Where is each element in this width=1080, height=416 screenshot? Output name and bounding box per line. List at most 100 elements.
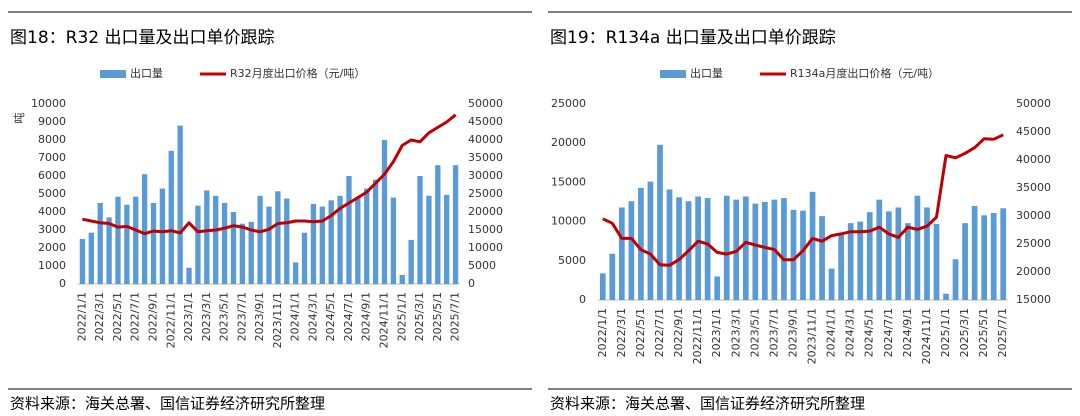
y-tick-label: 0 [579,293,586,306]
y2-tick-label: 50000 [468,97,503,110]
legend-label: R134a月度出口价格（元/吨） [790,66,939,80]
bar [857,221,864,300]
bar [752,203,759,300]
legend-swatch [100,70,126,78]
y2-tick-label: 40000 [1016,153,1051,166]
y2-tick-label: 5000 [468,259,496,272]
bar [809,191,816,300]
x-tick-label: 2023/3/1 [200,292,213,341]
y2-tick-label: 40000 [468,133,503,146]
x-tick-label: 2025/5/1 [977,308,990,357]
chart-title: 图19：R134a 出口量及出口单价跟踪 [550,28,836,48]
bar [364,188,370,284]
bar [381,140,388,284]
bar [819,216,825,300]
x-tick-label: 2025/1/1 [939,308,952,357]
bar [452,165,459,284]
source-note: 资料来源：海关总署、国信证券经济研究所整理 [550,395,865,413]
bar [204,190,210,284]
x-tick-label: 2024/3/1 [844,308,857,357]
bar [618,207,625,300]
bar [97,203,103,284]
y2-tick-label: 20000 [468,205,503,218]
bar [647,181,654,300]
bar [628,201,635,300]
bar [435,165,441,284]
legend-label: R32月度出口价格（元/吨） [230,66,365,80]
bar [990,212,997,300]
bar [248,221,254,284]
x-tick-label: 2022/9/1 [147,292,160,341]
x-tick-label: 2024/9/1 [360,292,373,341]
x-tick-label: 2024/7/1 [882,308,895,357]
bar [292,262,299,284]
y-tick-label: 6000 [38,169,66,182]
bar [895,207,902,300]
bar [838,234,844,300]
bar [275,191,281,284]
y2-tick-label: 20000 [1016,265,1051,278]
legend-label: 出口量 [690,66,723,80]
source-note: 资料来源：海关总署、国信证券经济研究所整理 [10,395,325,413]
x-tick-label: 2025/3/1 [958,308,971,357]
x-tick-label: 2023/7/1 [235,292,248,341]
y2-tick-label: 45000 [1016,125,1051,138]
bar [213,195,219,284]
x-tick-label: 2023/1/1 [710,308,723,357]
bar [666,189,673,300]
x-tick-label: 2023/11/1 [806,308,819,364]
y-tick-label: 10000 [551,215,586,228]
bar [599,273,606,300]
bar [284,198,290,284]
bar [133,196,139,284]
bar [426,195,432,284]
bar [186,267,192,284]
bar [952,259,959,300]
bar [444,194,450,284]
x-tick-label: 2022/7/1 [653,308,666,357]
x-tick-label: 2023/5/1 [218,292,231,341]
bar [195,205,201,284]
bar [876,199,883,300]
y-tick-label: 10000 [31,97,66,110]
y-axis-label: 吨 [13,113,26,124]
bar [723,195,730,300]
bar [328,200,334,284]
x-tick-label: 2023/9/1 [253,292,266,341]
bar [657,144,663,300]
x-tick-label: 2022/11/1 [691,308,704,364]
y-tick-label: 1000 [38,259,66,272]
bar [905,223,911,300]
bar [115,196,121,284]
y2-tick-label: 45000 [468,115,503,128]
bar [800,210,806,300]
bar [141,174,148,284]
bar [704,198,711,300]
x-tick-label: 2023/5/1 [748,308,761,357]
y-tick-label: 20000 [551,136,586,149]
y-tick-label: 0 [59,277,66,290]
y2-tick-label: 30000 [1016,209,1051,222]
x-tick-label: 2024/9/1 [901,308,914,357]
x-tick-label: 2022/11/1 [164,292,177,348]
chart-title: 图18：R32 出口量及出口单价跟踪 [10,28,274,48]
x-tick-label: 2023/9/1 [786,308,799,357]
bar [310,203,317,284]
x-tick-label: 2022/9/1 [672,308,685,357]
x-tick-label: 2025/5/1 [431,292,444,341]
y2-tick-label: 50000 [1016,97,1051,110]
bar [847,223,854,300]
x-tick-label: 2022/3/1 [93,292,106,341]
bar [417,176,423,284]
y-tick-label: 9000 [38,115,66,128]
x-tick-label: 2023/3/1 [729,308,742,357]
x-tick-label: 2025/7/1 [996,308,1009,357]
bar [866,212,873,300]
bar [714,276,721,300]
bar [943,293,949,300]
bar [177,125,183,284]
y2-tick-label: 15000 [1016,293,1051,306]
x-tick-label: 2024/5/1 [324,292,337,341]
bar [230,212,237,284]
